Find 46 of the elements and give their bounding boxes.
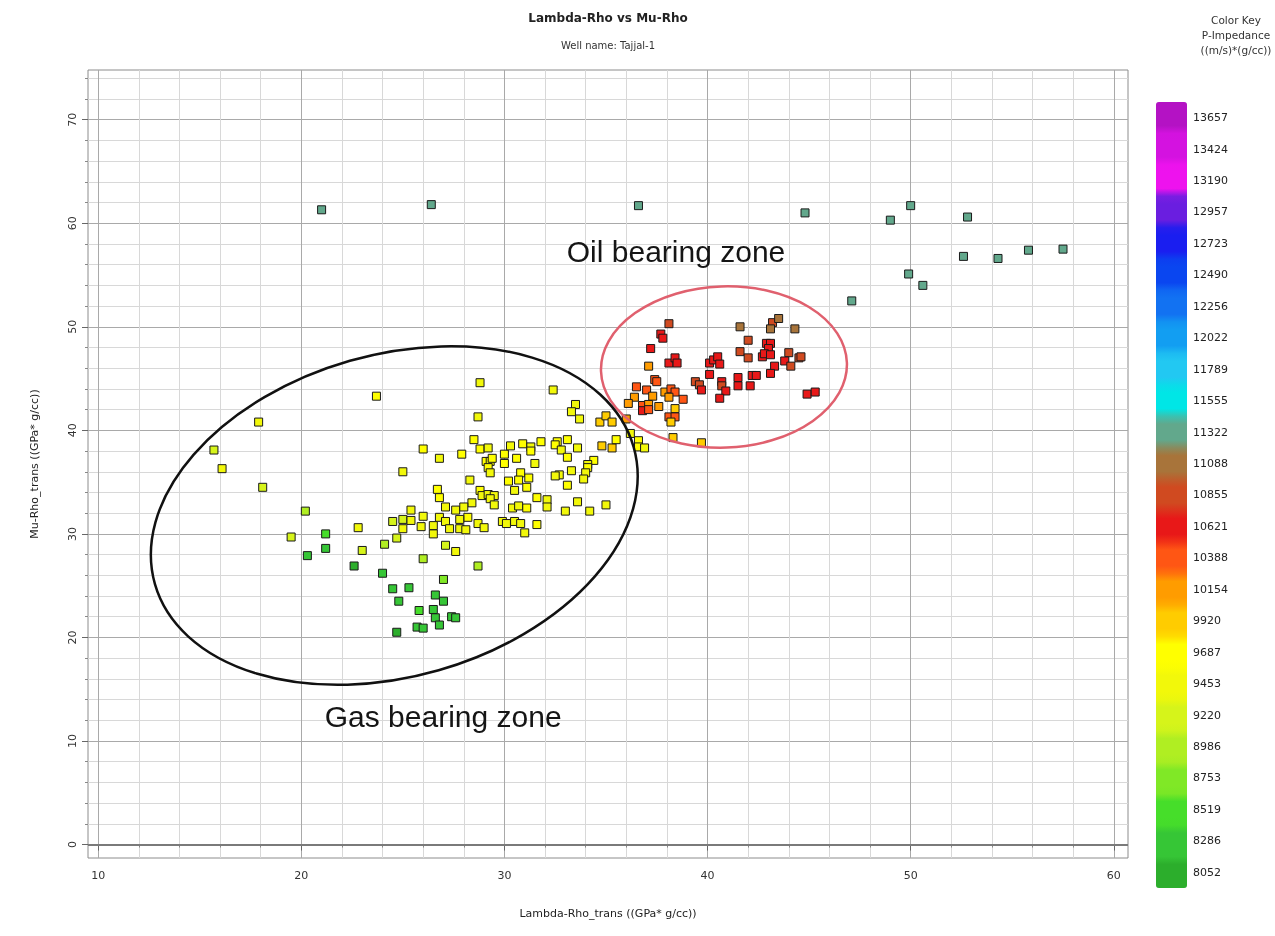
color-bar-label: 10855 [1193, 488, 1228, 502]
y-tick-label: 20 [66, 630, 79, 645]
color-bar-label: 9220 [1193, 708, 1221, 722]
annotation: Oil bearing zone [566, 234, 786, 268]
color-bar-label: 10388 [1193, 551, 1228, 565]
color-bar-label: 9687 [1193, 645, 1221, 659]
y-tick-label: 60 [66, 216, 79, 231]
color-bar-label: 10154 [1193, 582, 1228, 596]
color-bar-label: 11322 [1193, 425, 1228, 439]
y-axis-title: Mu-Rho_trans ((GPa* g/cc)) [28, 389, 41, 539]
color-bar-label: 9453 [1193, 677, 1221, 691]
color-bar-label: 12490 [1193, 268, 1228, 282]
color-bar-label: 13424 [1193, 142, 1228, 156]
y-tick-label: 10 [66, 733, 79, 748]
x-tick-label: 30 [497, 869, 512, 882]
x-axis-title: Lambda-Rho_trans ((GPa* g/cc)) [519, 907, 697, 920]
color-bar-label: 8286 [1193, 834, 1221, 848]
color-bar-label: 13190 [1193, 174, 1228, 188]
x-tick-label: 50 [903, 869, 918, 882]
x-tick-label: 60 [1106, 869, 1121, 882]
y-tick-label: 70 [66, 112, 79, 127]
color-bar-label: 11555 [1193, 394, 1228, 408]
color-bar-label: 9920 [1193, 614, 1221, 628]
x-tick-label: 10 [91, 869, 106, 882]
color-bar-label: 8519 [1193, 802, 1221, 816]
color-bar-label: 12723 [1193, 236, 1228, 250]
chart-title: Lambda-Rho vs Mu-Rho [528, 11, 688, 25]
y-tick-label: 30 [66, 526, 79, 541]
y-tick-label: 40 [66, 423, 79, 438]
color-bar-label: 11088 [1193, 457, 1228, 471]
y-tick-label: 50 [66, 319, 79, 334]
y-tick-label: 0 [66, 841, 79, 849]
annotation: Gas bearing zone [324, 699, 562, 733]
color-bar-label: 11789 [1193, 362, 1228, 376]
color-bar-label: 12022 [1193, 331, 1228, 345]
x-tick-label: 20 [294, 869, 309, 882]
color-bar-label: 10621 [1193, 519, 1228, 533]
color-bar-title: Color Key P-Impedance ((m/s)*(g/cc)) [1200, 13, 1272, 56]
color-bar-label: 12957 [1193, 205, 1228, 219]
color-bar-label: 12256 [1193, 299, 1228, 313]
x-tick-label: 40 [700, 869, 715, 882]
color-bar-label: 8052 [1193, 865, 1221, 879]
color-bar-label: 13657 [1193, 111, 1228, 125]
color-bar-label: 8753 [1193, 771, 1221, 785]
chart-subtitle: Well name: Tajjal-1 [560, 39, 656, 51]
color-bar-label: 8986 [1193, 740, 1221, 754]
